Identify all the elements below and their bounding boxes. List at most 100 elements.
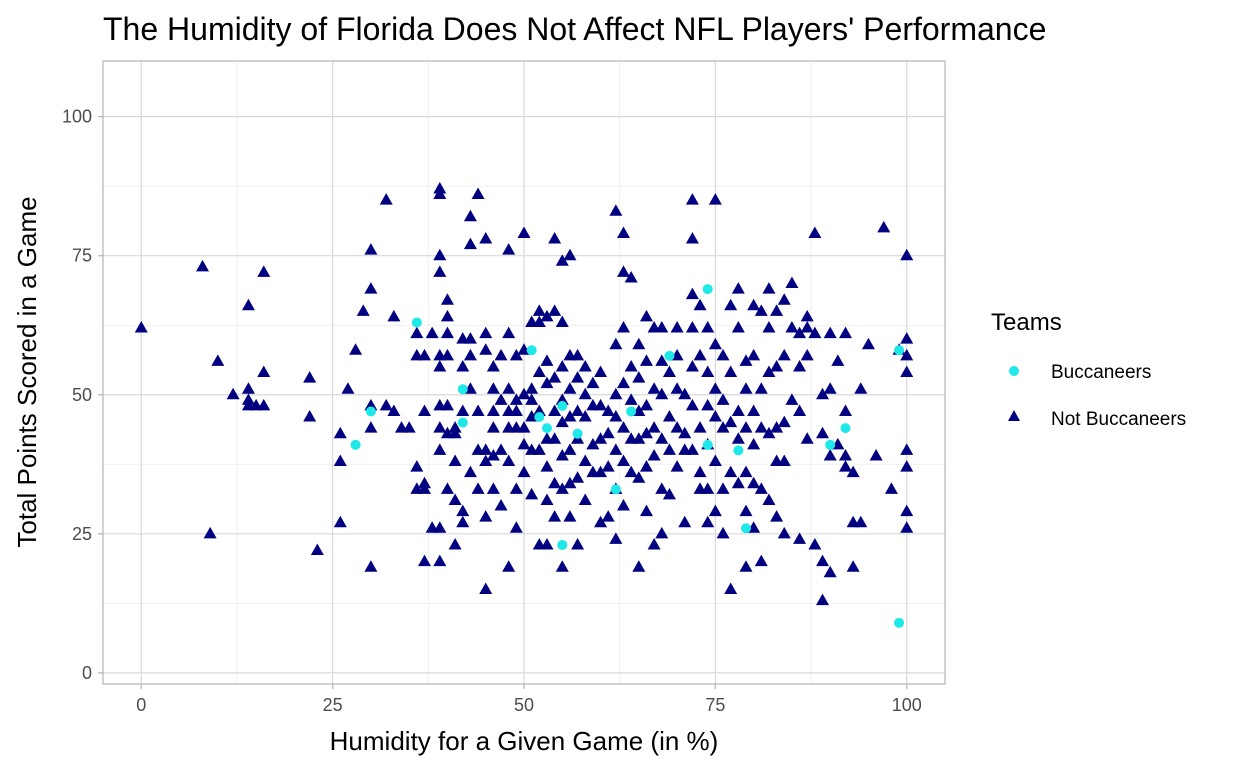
point-not-buccaneers — [502, 454, 516, 466]
point-not-buccaneers — [540, 354, 554, 366]
point-not-buccaneers — [509, 521, 523, 533]
point-not-buccaneers — [555, 415, 569, 428]
point-not-buccaneers — [601, 460, 615, 472]
point-not-buccaneers — [333, 426, 347, 439]
point-not-buccaneers — [609, 443, 623, 455]
point-not-buccaneers — [762, 321, 776, 333]
point-not-buccaneers — [364, 282, 378, 294]
point-not-buccaneers — [402, 421, 416, 433]
point-not-buccaneers — [777, 348, 791, 361]
point-not-buccaneers — [823, 326, 837, 339]
point-not-buccaneers — [417, 554, 431, 567]
point-not-buccaneers — [509, 393, 523, 405]
point-not-buccaneers — [555, 393, 569, 405]
x-tick-label: 50 — [514, 695, 534, 715]
point-not-buccaneers — [571, 537, 585, 550]
point-not-buccaneers — [762, 282, 776, 294]
point-not-buccaneers — [303, 410, 317, 422]
point-not-buccaneers — [662, 443, 676, 455]
point-not-buccaneers — [800, 309, 814, 322]
point-not-buccaneers — [762, 426, 776, 439]
point-not-buccaneers — [494, 348, 508, 361]
point-not-buccaneers — [708, 454, 722, 466]
point-not-buccaneers — [624, 465, 638, 478]
point-not-buccaneers — [624, 359, 638, 372]
point-not-buccaneers — [479, 443, 493, 455]
point-not-buccaneers — [509, 348, 523, 361]
point-not-buccaneers — [639, 460, 653, 472]
point-not-buccaneers — [479, 232, 493, 244]
point-not-buccaneers — [387, 309, 401, 322]
point-not-buccaneers — [632, 337, 646, 350]
point-not-buccaneers — [241, 382, 255, 394]
point-buccaneers — [365, 406, 376, 417]
point-not-buccaneers — [708, 504, 722, 517]
point-not-buccaneers — [823, 565, 837, 578]
point-not-buccaneers — [578, 359, 592, 372]
point-not-buccaneers — [701, 515, 715, 528]
point-not-buccaneers — [463, 332, 477, 344]
point-not-buccaneers — [754, 421, 768, 433]
point-buccaneers — [894, 345, 905, 356]
point-not-buccaneers — [555, 482, 569, 494]
point-buccaneers — [702, 439, 713, 450]
point-not-buccaneers — [410, 460, 424, 472]
point-buccaneers — [411, 317, 422, 328]
point-not-buccaneers — [647, 537, 661, 550]
point-not-buccaneers — [816, 387, 830, 400]
point-not-buccaneers — [747, 348, 761, 361]
point-not-buccaneers — [364, 243, 378, 255]
point-not-buccaneers — [594, 398, 608, 411]
point-buccaneers — [733, 445, 744, 456]
point-not-buccaneers — [685, 232, 699, 244]
point-not-buccaneers — [203, 526, 217, 539]
point-not-buccaneers — [333, 515, 347, 528]
y-tick-label: 75 — [72, 246, 92, 266]
point-not-buccaneers — [517, 465, 531, 478]
point-not-buccaneers — [655, 432, 669, 444]
y-tick-label: 25 — [72, 524, 92, 544]
point-not-buccaneers — [716, 526, 730, 539]
point-not-buccaneers — [517, 387, 531, 400]
point-not-buccaneers — [816, 554, 830, 567]
point-not-buccaneers — [770, 510, 784, 522]
point-not-buccaneers — [356, 304, 370, 316]
point-not-buccaneers — [571, 348, 585, 361]
point-not-buccaneers — [685, 321, 699, 333]
point-not-buccaneers — [134, 321, 148, 333]
point-not-buccaneers — [785, 393, 799, 405]
point-not-buccaneers — [410, 326, 424, 339]
point-not-buccaneers — [739, 504, 753, 517]
point-not-buccaneers — [639, 309, 653, 322]
point-not-buccaneers — [639, 426, 653, 439]
point-not-buccaneers — [555, 315, 569, 327]
point-not-buccaneers — [448, 537, 462, 550]
point-buccaneers — [825, 439, 836, 450]
point-not-buccaneers — [693, 348, 707, 361]
point-not-buccaneers — [731, 282, 745, 294]
point-not-buccaneers — [708, 410, 722, 422]
point-not-buccaneers — [463, 348, 477, 361]
point-not-buccaneers — [754, 304, 768, 316]
point-buccaneers — [526, 345, 537, 356]
point-not-buccaneers — [548, 371, 562, 383]
point-not-buccaneers — [433, 265, 447, 277]
point-not-buccaneers — [762, 365, 776, 377]
point-not-buccaneers — [548, 404, 562, 416]
point-not-buccaneers — [662, 365, 676, 377]
point-not-buccaneers — [364, 421, 378, 433]
point-not-buccaneers — [486, 359, 500, 372]
point-not-buccaneers — [854, 382, 868, 394]
point-not-buccaneers — [716, 421, 730, 433]
point-not-buccaneers — [777, 293, 791, 305]
point-not-buccaneers — [594, 465, 608, 478]
point-not-buccaneers — [800, 321, 814, 333]
point-not-buccaneers — [724, 465, 738, 478]
point-not-buccaneers — [563, 476, 577, 489]
point-not-buccaneers — [479, 343, 493, 355]
point-not-buccaneers — [502, 560, 516, 572]
point-not-buccaneers — [655, 387, 669, 400]
point-not-buccaneers — [838, 326, 852, 339]
point-not-buccaneers — [632, 560, 646, 572]
